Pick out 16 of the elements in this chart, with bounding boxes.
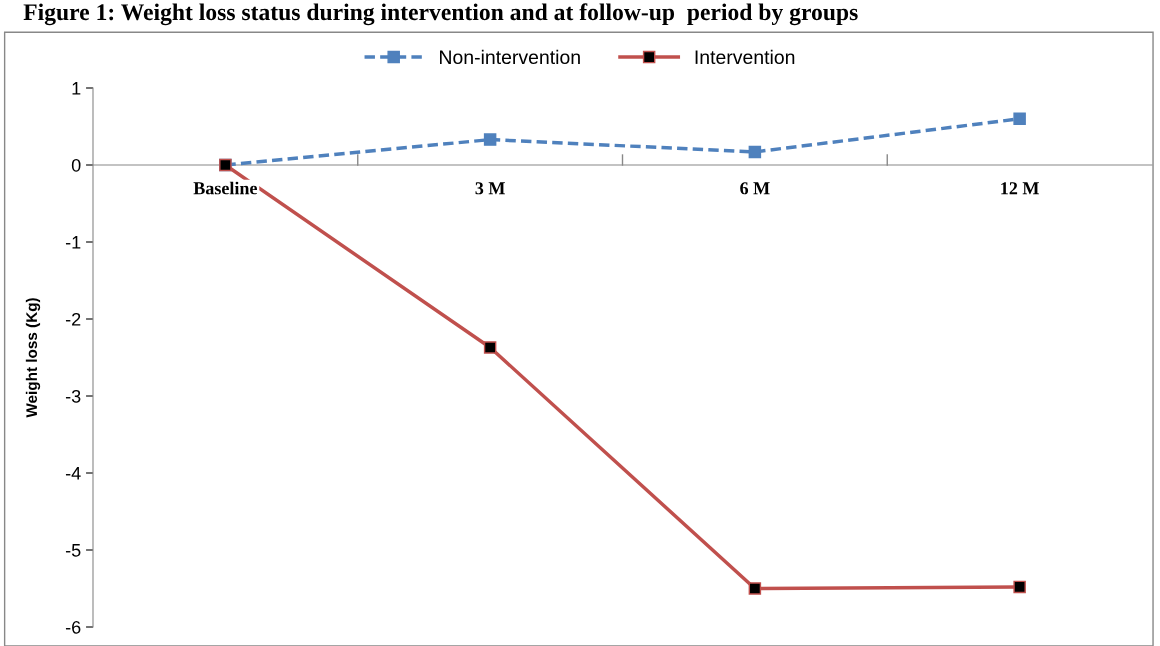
y-tick-label: -5: [65, 544, 81, 557]
y-axis-title: Weight loss (Kg): [25, 298, 41, 418]
x-tick-label: 12 M: [1001, 182, 1039, 195]
y-tick-label: -1: [65, 236, 81, 249]
chart-title: Figure 1: Weight loss status during intervention and at follow-up period by groups: [23, 3, 858, 26]
y-tick-label: -2: [65, 312, 81, 326]
y-tick-label: -3: [65, 389, 81, 403]
x-tick-label: Baseline: [193, 181, 258, 195]
y-tick-label: 0: [71, 158, 81, 172]
legend-label: Non-intervention: [440, 49, 580, 65]
legend-label: Intervention: [695, 49, 795, 65]
y-tick-label: 1: [72, 82, 81, 95]
x-tick-label: 3 M: [475, 182, 505, 195]
x-tick-label: 6 M: [740, 182, 770, 195]
y-tick-label: -4: [65, 467, 81, 480]
y-tick-label: -6: [65, 620, 81, 634]
